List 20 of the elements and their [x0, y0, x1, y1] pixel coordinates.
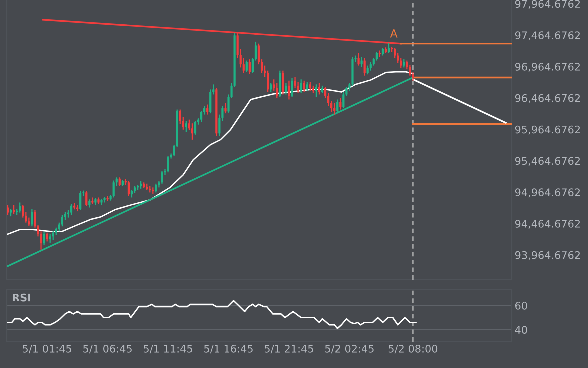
chart-title: RSI — [13, 294, 30, 302]
y-tick-label: 40 — [515, 326, 528, 334]
y-tick-label: 97,464.6762 — [515, 32, 580, 41]
y-tick-label: 95,964.6762 — [515, 126, 580, 135]
y-tick-label: 96,964.6762 — [515, 63, 580, 72]
y-tick-label: 60 — [516, 302, 528, 310]
x-tick-label: 5/2 02:45 — [325, 344, 374, 354]
x-tick-label: 5/1 11:45 — [144, 345, 192, 354]
x-tick-label: 5/1 06:45 — [84, 344, 132, 354]
x-tick-label: 5/1 16:45 — [204, 344, 253, 354]
y-tick-label: 96,464.6762 — [515, 94, 580, 104]
x-tick-label: 5/1 01:45 — [23, 344, 72, 354]
y-tick-label: 97,964.6762 — [515, 0, 580, 10]
x-tick-label: 5/1 21:45 — [264, 344, 314, 354]
x-tick-label: 5/2 08:00 — [388, 344, 438, 354]
annotation: A — [390, 30, 398, 38]
y-tick-label: 95,464.6762 — [515, 157, 580, 166]
y-tick-label: 93,964.6762 — [515, 251, 580, 260]
y-tick-label: 94,464.6762 — [515, 220, 580, 229]
y-tick-label: 94,964.6762 — [515, 188, 580, 198]
